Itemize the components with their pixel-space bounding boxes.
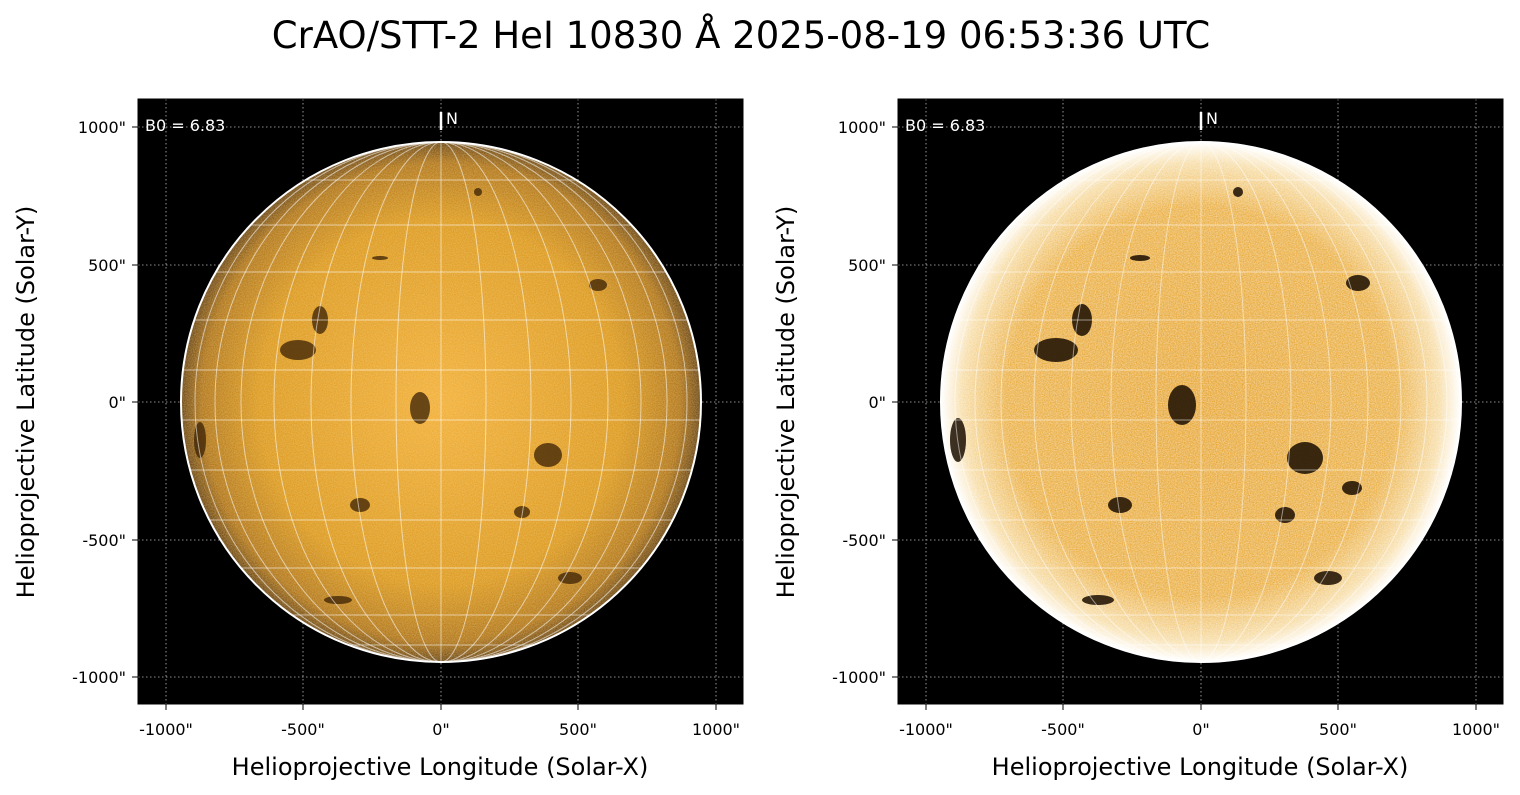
left-panel-svg: B0 = 6.83 N -1000" -500" 0" 500" 1000" 1… <box>12 98 744 781</box>
ytick-label: -1000" <box>72 668 126 687</box>
xtick-label: -1000" <box>899 720 953 739</box>
figure-title: CrAO/STT-2 HeI 10830 Å 2025-08-19 06:53:… <box>271 14 1211 57</box>
y-axis-label: Helioprojective Latitude (Solar-Y) <box>772 206 800 599</box>
xtick-label: -1000" <box>139 720 193 739</box>
ytick-label: 0" <box>108 393 126 412</box>
ytick-label: 1000" <box>838 118 886 137</box>
x-axis-label: Helioprojective Longitude (Solar-X) <box>992 753 1409 781</box>
xtick-label: -500" <box>1041 720 1085 739</box>
filaments <box>950 187 1370 605</box>
filaments <box>194 188 607 604</box>
xtick-label: 500" <box>559 720 597 739</box>
xtick-label: 1000" <box>1452 720 1500 739</box>
north-label: N <box>446 109 458 128</box>
xtick-label: -500" <box>281 720 325 739</box>
solar-limb <box>940 141 1462 663</box>
x-axis-label: Helioprojective Longitude (Solar-X) <box>232 753 649 781</box>
ytick-label: 500" <box>88 256 126 275</box>
solar-limb <box>180 141 702 663</box>
xtick-label: 0" <box>1192 720 1210 739</box>
ytick-label: -500" <box>82 531 126 550</box>
ytick-label: 0" <box>868 393 886 412</box>
right-panel: B0 = 6.83 N -1000" -500" 0" 500" 1000" 1… <box>760 0 1520 795</box>
ytick-label: 1000" <box>78 118 126 137</box>
ytick-label: 500" <box>848 256 886 275</box>
heliographic-grid <box>941 142 1461 662</box>
left-panel: B0 = 6.83 N -1000" -500" 0" 500" 1000" 1… <box>12 98 744 781</box>
y-axis-label: Helioprojective Latitude (Solar-Y) <box>12 206 40 599</box>
right-panel-svg: B0 = 6.83 N -1000" -500" 0" 500" 1000" 1… <box>772 98 1504 781</box>
north-label: N <box>1206 109 1218 128</box>
ytick-label: -500" <box>842 531 886 550</box>
xtick-label: 500" <box>1319 720 1357 739</box>
xtick-label: 1000" <box>692 720 740 739</box>
b0-label: B0 = 6.83 <box>145 116 225 135</box>
ytick-label: -1000" <box>832 668 886 687</box>
b0-label: B0 = 6.83 <box>905 116 985 135</box>
xtick-label: 0" <box>432 720 450 739</box>
